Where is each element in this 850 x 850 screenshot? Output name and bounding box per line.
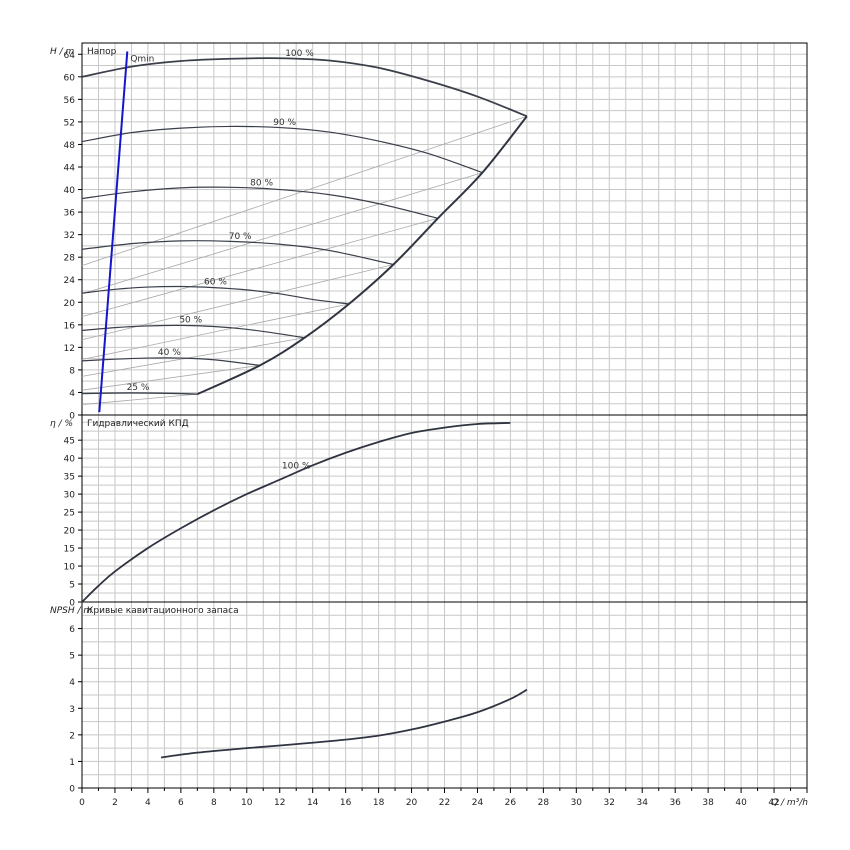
- x-tick-label: 26: [505, 798, 517, 808]
- y-tick-label: 40: [64, 455, 76, 465]
- x-tick-label: 32: [604, 798, 615, 808]
- y-tick-label: 15: [64, 545, 75, 555]
- duty-reference-line: [81, 303, 350, 360]
- head-curve-label: 40 %: [158, 348, 181, 358]
- head-curve-label: 70 %: [229, 232, 252, 242]
- head-curve: [81, 57, 528, 118]
- y-tick-label: 60: [64, 73, 76, 83]
- x-tick-label: 34: [637, 798, 649, 808]
- y-tick-label: 1: [69, 758, 75, 768]
- x-tick-label: 4: [145, 798, 151, 808]
- y-tick-label: 40: [64, 186, 76, 196]
- y-tick-label: 52: [64, 118, 75, 128]
- y-tick-label: 64: [64, 51, 76, 61]
- y-axis-label: H / m: [50, 47, 75, 57]
- head-curve: [81, 285, 350, 305]
- operating-limit-curve: [196, 115, 528, 396]
- y-axis-label: η / %: [50, 419, 73, 429]
- duty-reference-line: [81, 172, 483, 295]
- y-tick-label: 0: [69, 412, 75, 422]
- qmin-line: [98, 51, 129, 413]
- y-tick-label: 45: [64, 437, 75, 447]
- head-curve: [81, 324, 305, 339]
- head-curve: [81, 392, 198, 395]
- x-tick-label: 36: [669, 798, 681, 808]
- head-curve-label: 100 %: [285, 49, 314, 59]
- head-curve: [81, 125, 483, 174]
- x-tick-label: 10: [241, 798, 253, 808]
- duty-reference-line: [81, 217, 439, 318]
- x-tick-label: 6: [178, 798, 184, 808]
- x-tick-label: 40: [735, 798, 747, 808]
- efficiency-curve: [81, 422, 511, 603]
- y-tick-label: 24: [64, 276, 76, 286]
- y-tick-label: 20: [64, 527, 76, 537]
- x-tick-label: 24: [472, 798, 484, 808]
- y-tick-label: 2: [69, 731, 75, 741]
- x-tick-label: 18: [373, 798, 385, 808]
- head-curve-label: 60 %: [204, 278, 227, 288]
- y-tick-label: 5: [69, 652, 75, 662]
- x-tick-label: 30: [571, 798, 583, 808]
- y-tick-label: 28: [64, 254, 76, 264]
- y-tick-label: 8: [69, 366, 75, 376]
- y-tick-label: 36: [64, 209, 76, 219]
- x-tick-label: 16: [340, 798, 352, 808]
- x-tick-label: 2: [112, 798, 118, 808]
- y-tick-label: 6: [69, 625, 75, 635]
- head-curve-label: 50 %: [179, 316, 202, 326]
- y-tick-label: 32: [64, 231, 75, 241]
- y-tick-label: 0: [69, 785, 75, 795]
- y-axis-label: NPSH / m: [50, 606, 92, 616]
- x-tick-label: 0: [79, 798, 85, 808]
- x-axis-label: Q / m³/h: [771, 798, 808, 808]
- x-tick-label: 42: [768, 798, 779, 808]
- y-tick-label: 5: [69, 581, 75, 591]
- y-tick-label: 56: [64, 96, 76, 106]
- x-tick-label: 8: [211, 798, 217, 808]
- duty-reference-line: [81, 337, 305, 377]
- y-tick-label: 3: [69, 705, 75, 715]
- y-tick-label: 35: [64, 473, 75, 483]
- x-tick-label: 28: [538, 798, 550, 808]
- y-tick-label: 12: [64, 344, 75, 354]
- y-tick-label: 10: [64, 563, 76, 573]
- y-tick-label: 16: [64, 321, 76, 331]
- y-tick-label: 4: [69, 678, 75, 688]
- panel-title: Напор: [87, 47, 117, 57]
- x-tick-label: 14: [307, 798, 319, 808]
- y-tick-label: 48: [64, 141, 76, 151]
- head-curve: [81, 186, 439, 219]
- head-curve-label: 80 %: [250, 179, 273, 189]
- x-tick-label: 22: [439, 798, 450, 808]
- duty-reference-line: [81, 115, 528, 267]
- x-tick-label: 38: [702, 798, 714, 808]
- y-tick-label: 25: [64, 509, 75, 519]
- duty-reference-line: [81, 393, 198, 405]
- y-tick-label: 44: [64, 164, 76, 174]
- y-tick-label: 20: [64, 299, 76, 309]
- npsh-curve: [160, 688, 528, 759]
- head-curve-label: 90 %: [273, 118, 296, 128]
- x-tick-label: 20: [406, 798, 418, 808]
- head-curve-label: 25 %: [127, 383, 150, 393]
- y-tick-label: 4: [69, 389, 75, 399]
- x-tick-label: 12: [274, 798, 285, 808]
- head-curve: [81, 240, 394, 266]
- duty-reference-line: [81, 365, 261, 391]
- head-curve: [81, 357, 261, 366]
- efficiency-curve-label: 100 %: [282, 462, 311, 472]
- panel-title: Кривые кавитационного запаса: [87, 606, 239, 616]
- panel-title: Гидравлический КПД: [87, 419, 189, 429]
- y-tick-label: 30: [64, 491, 76, 501]
- duty-reference-line: [81, 264, 394, 341]
- qmin-label: Qmin: [130, 54, 154, 64]
- y-tick-label: 0: [69, 599, 75, 609]
